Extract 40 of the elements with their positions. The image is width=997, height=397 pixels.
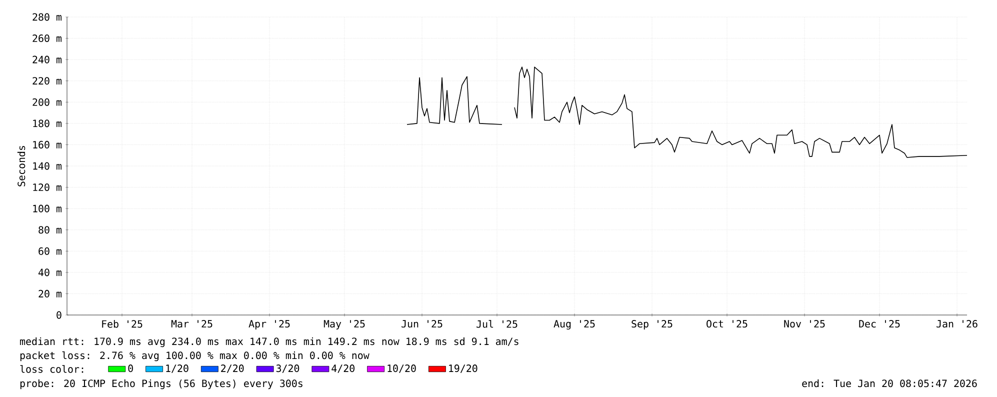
x-tick-label: Dec '25 bbox=[859, 320, 900, 328]
text: packet loss: 2.76 % avg 100.00 % max 0.00 % min 0.00 % now bbox=[20, 351, 370, 362]
x-tick-label: Jul '25 bbox=[476, 320, 518, 328]
legend-label: 19/20 bbox=[449, 364, 478, 373]
text: end: Tue Jan 20 08:05:47 2026 bbox=[802, 379, 977, 388]
y-tick-label: 100 m bbox=[33, 204, 62, 212]
x-tick-label: Mar '25 bbox=[171, 320, 212, 328]
legend-title: loss color: bbox=[20, 365, 84, 373]
y-tick-label: 20 m bbox=[38, 290, 62, 298]
legend-label: 3/20 bbox=[276, 364, 300, 373]
legend-label: 4/20 bbox=[332, 364, 354, 373]
legend-label: 0 bbox=[128, 364, 133, 372]
x-tick-label: Nov '25 bbox=[784, 320, 825, 328]
legend-label: 10/20 bbox=[388, 364, 416, 373]
y-tick-label: 160 m bbox=[33, 140, 62, 148]
x-tick-label: Apr '25 bbox=[248, 320, 290, 330]
text: probe: 20 ICMP Echo Pings (56 Bytes) every 300s bbox=[20, 379, 302, 390]
y-tick-label: 120 m bbox=[33, 184, 62, 192]
x-tick-label: Jan '26 bbox=[936, 320, 978, 328]
x-tick-label: Jun '25 bbox=[402, 320, 442, 328]
y-tick-label: 0 bbox=[56, 311, 62, 319]
text: median rtt: 170.9 ms avg 234.0 ms max 147.0 ms min 149.2 ms now 18.9 ms sd 9.1 am/s bbox=[20, 337, 518, 348]
x-tick-label: Oct '25 bbox=[706, 320, 748, 328]
y-tick-label: 80 m bbox=[38, 226, 62, 234]
y-tick-label: 260 m bbox=[32, 34, 62, 42]
y-tick-label: 60 m bbox=[38, 247, 62, 255]
y-tick-label: 220 m bbox=[32, 77, 62, 85]
y-axis-title: Seconds bbox=[17, 146, 26, 186]
legend-label: 2/20 bbox=[221, 364, 244, 373]
x-tick-label: Aug '25 bbox=[554, 320, 595, 330]
x-tick-label: Feb '25 bbox=[102, 320, 142, 328]
y-tick-label: 240 m bbox=[32, 56, 62, 64]
y-tick-label: 180 m bbox=[33, 120, 62, 128]
y-tick-label: 40 m bbox=[38, 268, 62, 276]
y-tick-label: 280 m bbox=[32, 13, 62, 21]
y-tick-label: 140 m bbox=[33, 162, 62, 170]
y-tick-label: 200 m bbox=[32, 98, 62, 106]
x-tick-label: Sep '25 bbox=[632, 320, 672, 330]
legend-label: 1/20 bbox=[166, 364, 188, 373]
x-tick-label: May '25 bbox=[324, 320, 365, 330]
